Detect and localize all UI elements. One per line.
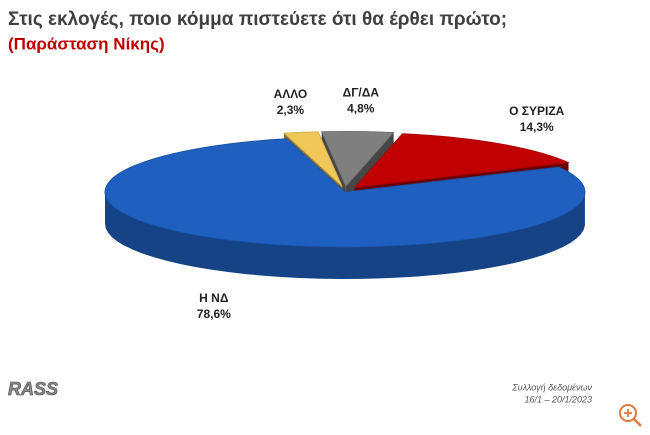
slice-label: Η ΝΔ xyxy=(199,291,229,305)
note: Συλλογή δεδομένων xyxy=(511,382,592,392)
chart-title: Στις εκλογές, ποιο κόμμα πιστεύετε ότι θ… xyxy=(8,9,507,30)
slice-tops xyxy=(104,131,586,248)
slice-label: Ο ΣΥΡΙΖΑ xyxy=(509,104,565,118)
value-label: 78,6% xyxy=(197,307,231,321)
slice-side xyxy=(105,191,585,279)
zoom-icon[interactable] xyxy=(619,404,642,427)
slice-label: ΑΛΛΟ xyxy=(274,87,308,101)
value-label: 4,8% xyxy=(347,102,375,116)
value-label: 2,3% xyxy=(277,103,305,117)
slice xyxy=(321,131,395,188)
logo: RASS xyxy=(8,379,58,399)
pie xyxy=(104,131,586,279)
slice-label: ΔΓ/ΔΑ xyxy=(343,86,380,100)
note: 16/1 – 20/1/2023 xyxy=(524,394,592,404)
slice xyxy=(282,131,343,187)
slice xyxy=(353,133,570,189)
value-label: 14,3% xyxy=(520,120,554,134)
zoom-handle[interactable] xyxy=(633,418,642,427)
slice xyxy=(104,138,586,248)
zoom-circle[interactable] xyxy=(619,404,637,422)
chart-subtitle: (Παράσταση Νίκης) xyxy=(8,34,165,53)
